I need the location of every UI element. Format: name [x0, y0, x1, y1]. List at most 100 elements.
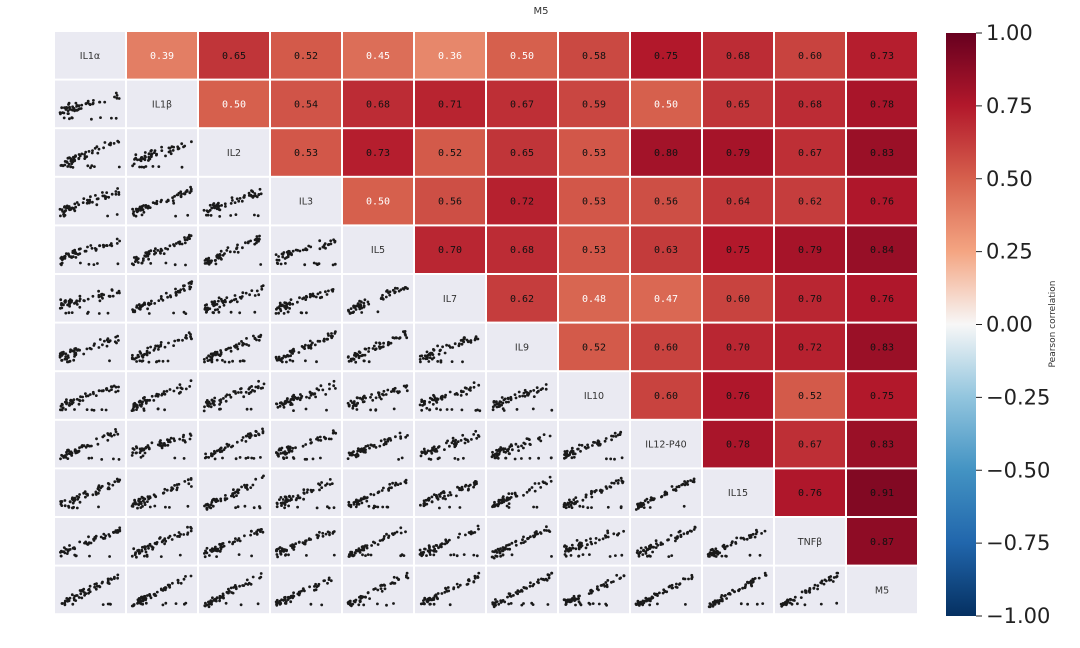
scatter-point — [670, 485, 674, 488]
scatter-point — [305, 457, 309, 461]
scatter-point — [97, 147, 101, 151]
scatter-point — [142, 409, 146, 412]
corr-label-3-10: 0.62 — [798, 197, 822, 208]
scatter-point — [436, 457, 440, 461]
scatter-point — [74, 599, 78, 602]
scatter-point — [250, 554, 254, 558]
corr-cell-4-7 — [559, 226, 629, 273]
scatter-point — [308, 292, 312, 296]
scatter-point — [509, 443, 513, 447]
scatter-point — [145, 253, 149, 257]
scatter-point — [234, 506, 238, 510]
scatter-point — [115, 341, 118, 345]
scatter-point — [176, 145, 180, 149]
scatter-point — [286, 255, 290, 259]
scatter-point — [301, 587, 305, 590]
scatter-point — [68, 206, 71, 209]
scatter-point — [494, 401, 498, 404]
scatter-point — [68, 544, 71, 547]
scatter-point — [153, 504, 157, 508]
scatter-point — [134, 214, 138, 218]
scatter-point — [376, 505, 380, 509]
scatter-point — [761, 602, 765, 605]
scatter-point — [318, 435, 322, 439]
scatter-point — [257, 193, 261, 197]
scatter-point — [405, 384, 409, 388]
scatter-point — [189, 189, 193, 193]
scatter-point — [517, 449, 520, 452]
scatter-point — [107, 582, 111, 585]
scatter-point — [174, 214, 178, 218]
scatter-point — [78, 297, 82, 301]
scatter-point — [291, 456, 295, 459]
diag-label-3: IL3 — [299, 197, 313, 208]
corr-cell-0-11 — [847, 32, 917, 79]
scatter-point — [80, 596, 84, 600]
scatter-point — [117, 165, 121, 169]
scatter-point — [387, 489, 391, 492]
scatter-point — [667, 555, 671, 558]
scatter-point — [64, 408, 68, 411]
scatter-point — [404, 435, 408, 439]
scatter-point — [383, 584, 387, 587]
scatter-point — [137, 303, 141, 306]
scatter-point — [396, 287, 399, 290]
scatter-point — [780, 603, 784, 607]
scatter-point — [432, 602, 436, 606]
scatter-point — [385, 289, 389, 292]
scatter-point — [550, 571, 554, 575]
scatter-point — [737, 589, 741, 593]
scatter-point — [460, 342, 464, 346]
scatter-point — [94, 537, 97, 540]
scatter-cell-10-0 — [55, 518, 125, 565]
scatter-point — [388, 437, 392, 440]
scatter-point — [87, 535, 90, 539]
scatter-cell-2-1 — [127, 129, 197, 176]
scatter-point — [139, 404, 143, 408]
scatter-point — [161, 298, 165, 302]
scatter-point — [365, 496, 368, 500]
scatter-point — [255, 289, 259, 293]
corr-cell-3-9 — [703, 177, 773, 225]
scatter-point — [90, 408, 94, 412]
scatter-point — [467, 388, 471, 391]
scatter-point — [374, 396, 378, 400]
scatter-point — [229, 395, 233, 399]
scatter-point — [443, 448, 446, 451]
scatter-point — [347, 308, 350, 312]
scatter-point — [421, 357, 425, 360]
scatter-point — [73, 355, 76, 358]
scatter-point — [161, 359, 165, 363]
scatter-point — [184, 263, 187, 267]
scatter-point — [62, 111, 66, 115]
colorbar-label: Pearson correlation — [1048, 281, 1058, 368]
diag-cell-11 — [847, 566, 917, 614]
scatter-point — [91, 200, 94, 204]
scatter-point — [99, 486, 103, 490]
scatter-point — [256, 214, 260, 218]
scatter-point — [218, 354, 222, 357]
scatter-point — [829, 578, 833, 582]
scatter-point — [308, 339, 312, 343]
scatter-point — [539, 439, 543, 443]
scatter-point — [71, 249, 75, 253]
scatter-point — [219, 544, 223, 548]
scatter-point — [88, 554, 91, 558]
scatter-point — [288, 307, 291, 310]
scatter-point — [357, 356, 361, 360]
scatter-point — [446, 586, 450, 589]
scatter-point — [431, 353, 435, 356]
colorbar-tick-label: −1.00 — [986, 604, 1050, 628]
scatter-point — [586, 443, 589, 447]
scatter-point — [568, 547, 572, 551]
corr-cell-7-8 — [631, 372, 701, 419]
scatter-point — [116, 573, 120, 577]
scatter-point — [210, 602, 214, 606]
scatter-point — [163, 408, 167, 412]
scatter-point — [764, 573, 767, 577]
scatter-point — [104, 534, 107, 538]
scatter-point — [108, 534, 112, 538]
scatter-points-8-0 — [59, 428, 121, 461]
scatter-point — [322, 435, 326, 439]
scatter-point — [218, 399, 222, 402]
